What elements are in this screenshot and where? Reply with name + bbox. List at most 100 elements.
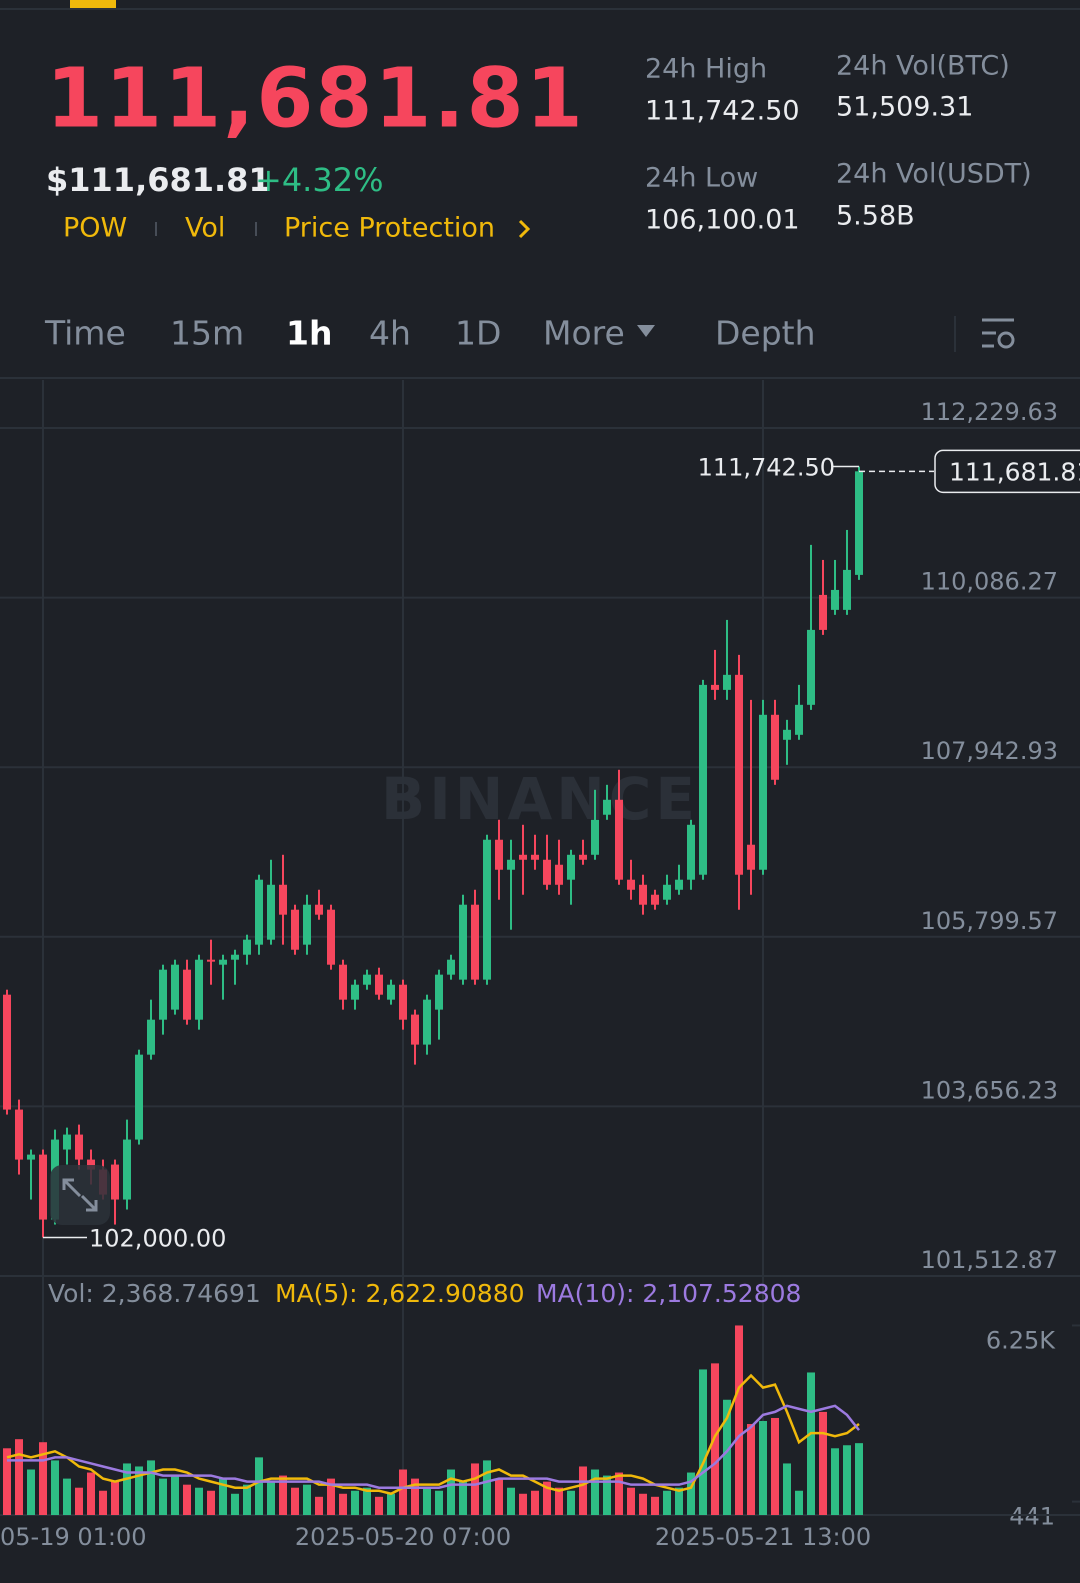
candle-body (759, 714, 767, 870)
candle-body (63, 1134, 71, 1150)
candle-body (231, 954, 239, 960)
moving-average-line (7, 1404, 860, 1489)
candle-body (375, 974, 383, 995)
candle-body (171, 964, 179, 1010)
chevron-icon[interactable] (518, 219, 531, 239)
volume-bar (567, 1490, 575, 1515)
volume-bar (651, 1496, 659, 1515)
tag[interactable]: Vol (185, 213, 225, 244)
volume-bar (627, 1487, 635, 1515)
candle-body (819, 594, 827, 630)
candle-body (111, 1164, 119, 1200)
volume-bar (747, 1424, 755, 1515)
volume-bar (387, 1493, 395, 1515)
stat-label: 24h Low (645, 163, 758, 194)
candle-body (15, 1109, 23, 1160)
candle-body (663, 884, 671, 900)
candle-body (423, 999, 431, 1045)
candle-body (735, 674, 743, 875)
volume-bar (351, 1490, 359, 1515)
volume-bar (147, 1460, 155, 1515)
candle-body (243, 939, 251, 955)
candle-body (219, 959, 227, 965)
volume-bar (723, 1399, 731, 1515)
volume-bar (771, 1417, 779, 1515)
low-marker-label: 102,000.00 (89, 1224, 226, 1252)
volume-bar (855, 1443, 863, 1515)
last-price-tag (934, 449, 1080, 494)
interval-tab[interactable]: More (543, 314, 625, 353)
volume-bar (459, 1481, 467, 1515)
stat-label: 24h High (645, 54, 767, 85)
volume-bar (423, 1487, 431, 1515)
x-tick-label: 2025-05-21 13:00 (655, 1523, 871, 1551)
candle-body (123, 1139, 131, 1200)
volume-bar (51, 1460, 59, 1515)
candle-body (459, 904, 467, 980)
volume-bar (375, 1496, 383, 1515)
candle-body (315, 904, 323, 915)
volume-bar (699, 1369, 707, 1515)
candle-body (699, 684, 707, 875)
settings-icon[interactable] (982, 318, 1015, 349)
usd-price: $111,681.81 (46, 161, 271, 199)
volume-bar (135, 1466, 143, 1515)
volume-bar (795, 1490, 803, 1515)
tag[interactable]: POW (63, 213, 127, 244)
candle-body (843, 569, 851, 610)
volume-legend: Vol: 2,368.74691 (48, 1279, 261, 1308)
expand-button[interactable] (50, 1165, 110, 1225)
volume-bar (495, 1478, 503, 1515)
depth-tab[interactable]: Depth (715, 314, 816, 353)
candle-body (447, 959, 455, 975)
candle-body (75, 1134, 83, 1160)
candle-body (543, 859, 551, 885)
stat-value: 5.58B (836, 201, 915, 232)
interval-tab[interactable]: 1h (286, 314, 332, 353)
volume-bar (255, 1457, 263, 1515)
candle-body (183, 969, 191, 1020)
interval-tab[interactable]: Time (44, 314, 126, 353)
candle-body (411, 1014, 419, 1045)
y-tick-label: 101,512.87 (921, 1246, 1058, 1274)
volume-bar (291, 1487, 299, 1515)
volume-bar (735, 1325, 743, 1515)
interval-tab[interactable]: 15m (170, 314, 244, 353)
candle-body (807, 629, 815, 705)
stat-label: 24h Vol(BTC) (836, 51, 1010, 82)
volume-bar (219, 1478, 227, 1515)
volume-bar (195, 1487, 203, 1515)
volume-bar (303, 1484, 311, 1515)
volume-bar (555, 1487, 563, 1515)
candle-body (567, 854, 575, 880)
volume-tick-label: 6.25K (986, 1326, 1056, 1354)
last-price: 111,681.81 (46, 51, 585, 146)
volume-bar (207, 1490, 215, 1515)
last-price-label: 111,681.81 (949, 457, 1080, 486)
candle-body (579, 854, 587, 860)
tag[interactable]: Price Protection (284, 213, 495, 244)
candle-body (3, 994, 11, 1110)
high-marker-label: 111,742.50 (698, 454, 835, 482)
candle-body (135, 1054, 143, 1140)
volume-bar (807, 1372, 815, 1515)
candle-body (27, 1154, 35, 1160)
y-tick-label: 103,656.23 (921, 1076, 1058, 1104)
volume-bar (639, 1493, 647, 1515)
candle-body (327, 909, 335, 965)
volume-bar (411, 1478, 419, 1515)
dropdown-icon[interactable] (637, 325, 655, 337)
volume-bar (483, 1460, 491, 1515)
candle-body (687, 824, 695, 880)
candle-body (603, 799, 611, 815)
volume-legend: MA(10): 2,107.52808 (536, 1279, 801, 1308)
y-tick-label: 105,799.57 (921, 907, 1058, 935)
candle-body (351, 984, 359, 1000)
interval-tab[interactable]: 4h (369, 314, 411, 353)
candle-body (519, 854, 527, 860)
interval-tab[interactable]: 1D (455, 314, 501, 353)
candle-body (675, 879, 683, 890)
candle-body (39, 1154, 47, 1220)
